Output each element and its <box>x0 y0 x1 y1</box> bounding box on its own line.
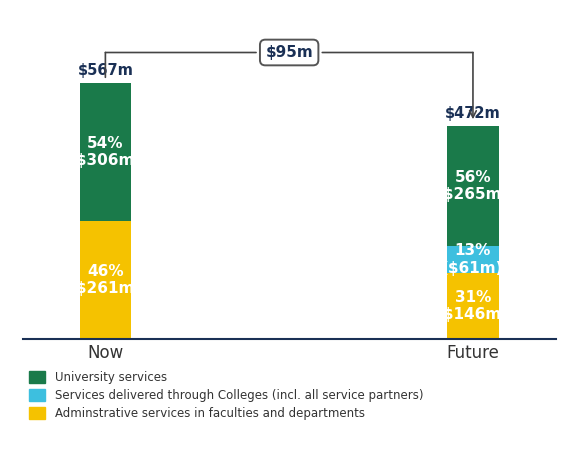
Text: $95m: $95m <box>265 45 313 60</box>
Bar <box>79 221 131 339</box>
Text: 46%
($261m): 46% ($261m) <box>69 264 142 296</box>
Bar <box>447 273 499 339</box>
Bar <box>79 83 131 221</box>
Text: 13%
($61m): 13% ($61m) <box>442 243 503 276</box>
Text: 56%
($265m): 56% ($265m) <box>437 170 509 202</box>
Bar <box>447 126 499 246</box>
Legend: University services, Services delivered through Colleges (incl. all service part: University services, Services delivered … <box>28 371 423 420</box>
Text: $567m: $567m <box>78 63 133 78</box>
Text: 31%
($146m): 31% ($146m) <box>437 290 509 322</box>
Text: 54%
($306m): 54% ($306m) <box>69 136 142 169</box>
Bar <box>447 246 499 273</box>
Text: $472m: $472m <box>445 106 501 121</box>
